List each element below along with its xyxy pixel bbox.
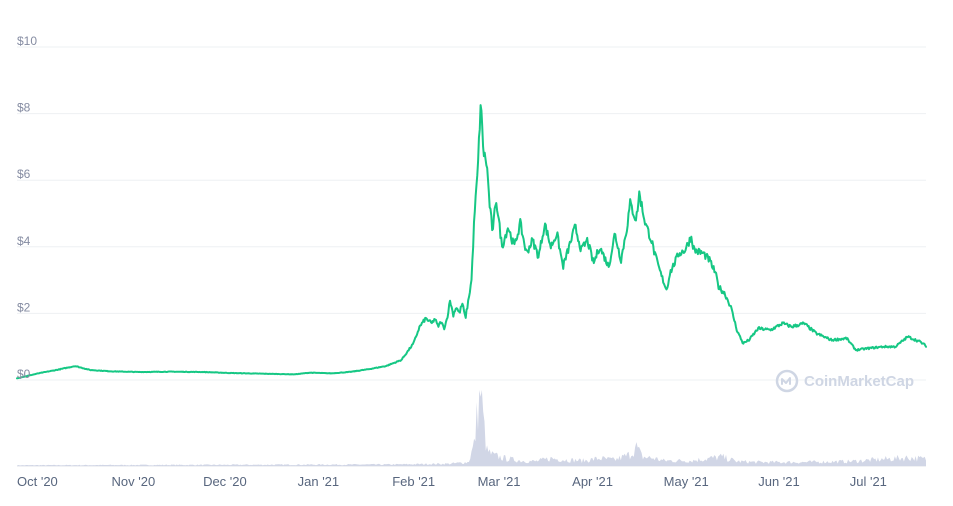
line-layer <box>16 104 927 380</box>
y-tick-label: $6 <box>17 167 31 181</box>
price-series-line <box>16 104 927 380</box>
logo-ring <box>775 369 799 393</box>
volume-area <box>17 390 926 466</box>
logo-glyph <box>781 377 791 385</box>
watermark: CoinMarketCap <box>775 369 914 393</box>
x-tick-label: Jul '21 <box>850 474 887 489</box>
grid-layer <box>17 46 926 467</box>
y-axis-ticks: $10 $8 $6 $4 $2 $0 <box>17 34 37 381</box>
x-tick-label: Jan '21 <box>298 474 340 489</box>
x-tick-label: Nov '20 <box>112 474 156 489</box>
watermark-text: CoinMarketCap <box>804 373 914 390</box>
y-tick-label: $0 <box>17 367 31 381</box>
y-tick-label: $8 <box>17 101 31 115</box>
x-tick-label: Apr '21 <box>572 474 613 489</box>
x-tick-label: May '21 <box>664 474 709 489</box>
volume-layer <box>17 390 926 466</box>
x-axis-ticks: Oct '20 Nov '20 Dec '20 Jan '21 Feb '21 Mar '… <box>17 474 887 489</box>
y-tick-label: $4 <box>17 234 31 248</box>
y-tick-label: $2 <box>17 300 31 314</box>
x-tick-label: Mar '21 <box>478 474 521 489</box>
x-tick-label: Jun '21 <box>758 474 800 489</box>
x-tick-label: Feb '21 <box>392 474 435 489</box>
x-tick-label: Dec '20 <box>203 474 247 489</box>
coinmarketcap-logo-icon <box>775 369 799 393</box>
y-tick-label: $10 <box>17 34 37 48</box>
x-tick-label: Oct '20 <box>17 474 58 489</box>
